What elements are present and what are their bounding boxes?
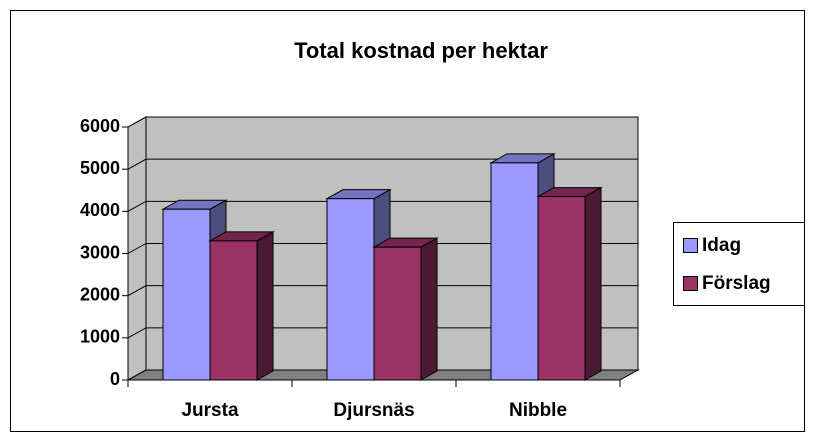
- x-tick-label: Djursnäs: [333, 400, 414, 421]
- y-tick-label: 3000: [80, 242, 120, 262]
- chart-title: Total kostnad per hektar: [294, 38, 548, 63]
- grid-line: [127, 200, 638, 212]
- bar-front: [490, 162, 539, 381]
- bar-side: [584, 186, 602, 381]
- x-tick-label: Nibble: [509, 400, 567, 421]
- bar-front: [209, 240, 258, 381]
- bar: [208, 230, 275, 381]
- y-tick-label: 0: [110, 369, 120, 389]
- x-tick-label: Jursta: [181, 400, 238, 421]
- legend-swatch: [683, 276, 698, 291]
- bar: [536, 186, 603, 381]
- y-tick-label: 2000: [80, 284, 120, 304]
- grid-line: [127, 369, 638, 381]
- bar-side: [256, 230, 274, 381]
- y-tick-label: 6000: [80, 116, 120, 136]
- y-tick-label: 1000: [80, 327, 120, 347]
- bar-front: [162, 208, 211, 381]
- plot: 0 1000 2000 3000 4000 5000 6000 Jursta Djursnäs N…: [80, 116, 640, 421]
- legend-label: Idag: [702, 235, 741, 256]
- bar-front: [326, 198, 375, 381]
- legend: [673, 222, 805, 306]
- grid-line: [127, 116, 638, 128]
- grid-line: [127, 158, 638, 170]
- grid-line: [127, 285, 638, 297]
- legend-label: Förslag: [702, 273, 771, 294]
- y-tick-label: 4000: [80, 200, 120, 220]
- bar-side: [420, 237, 438, 381]
- legend-swatch: [683, 238, 698, 253]
- grid-line: [127, 327, 638, 339]
- grid-line: [127, 243, 638, 254]
- bar-front: [537, 196, 586, 381]
- bar-front: [373, 246, 422, 381]
- y-tick-label: 5000: [80, 158, 120, 178]
- bar: [372, 237, 439, 381]
